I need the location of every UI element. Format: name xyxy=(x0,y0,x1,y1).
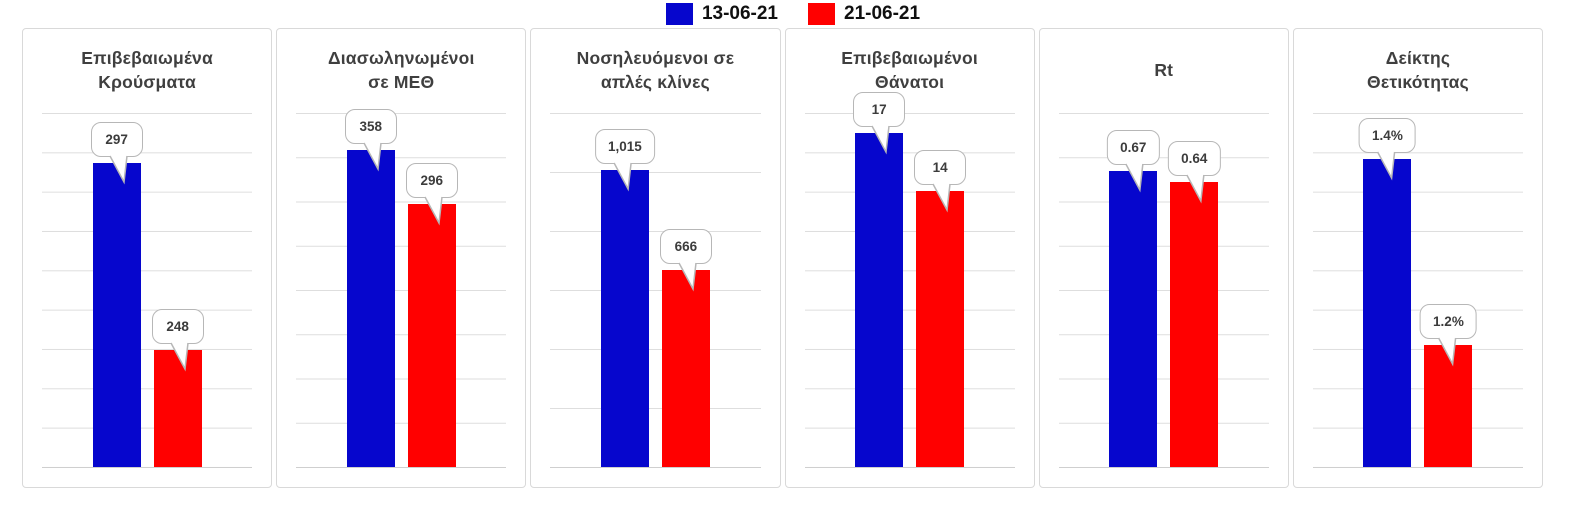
legend-label: 13-06-21 xyxy=(701,3,778,24)
data-label-callout: 358 xyxy=(344,109,397,172)
series-21-06-21: 248 xyxy=(151,113,204,467)
data-label: 248 xyxy=(151,308,204,344)
chart-panel-icu-intubated: Διασωληνωμένοι σε ΜΕΘ 358 296 xyxy=(276,28,527,488)
bar-group: 358 296 xyxy=(296,109,506,467)
bar-21-06-21 xyxy=(1424,344,1473,467)
data-label: 17 xyxy=(853,92,906,128)
chart-title: Rt xyxy=(1154,60,1174,81)
callout-tail-icon xyxy=(1438,336,1457,367)
callout-tail-icon xyxy=(108,154,128,185)
plot-area: 1,015 666 xyxy=(550,113,761,468)
dashboard: 13-06-21 21-06-21 Επιβεβαιωμένα Κρούσματ… xyxy=(0,0,1586,488)
bar-21-06-21 xyxy=(1170,182,1219,467)
plot-area: 358 296 xyxy=(296,109,507,468)
bar-group: 1,015 666 xyxy=(550,113,760,467)
series-21-06-21: 14 xyxy=(914,113,967,467)
bar-21-06-21 xyxy=(661,270,710,467)
data-label: 1.2% xyxy=(1420,303,1477,339)
legend-item-13-06-21: 13-06-21 xyxy=(665,3,778,25)
bar-group: 17 14 xyxy=(805,92,1015,467)
bar-13-06-21 xyxy=(600,170,649,467)
series-21-06-21: 0.64 xyxy=(1168,113,1221,467)
data-label-callout: 14 xyxy=(914,149,967,213)
data-label-callout: 17 xyxy=(853,92,906,155)
data-label-callout: 0.67 xyxy=(1107,130,1160,193)
chart-panel-confirmed-deaths: Επιβεβαιωμένοι Θάνατοι 17 14 xyxy=(784,28,1035,488)
data-label-callout: 1.2% xyxy=(1420,303,1477,367)
data-label-callout: 296 xyxy=(405,162,458,226)
chart-panel-hospitalized-simple-beds: Νοσηλευόμενοι σε απλές κλίνες 1,015 666 xyxy=(530,28,781,488)
data-label: 0.64 xyxy=(1168,141,1221,177)
legend-swatch-red xyxy=(808,3,835,25)
bar-13-06-21 xyxy=(855,133,904,467)
data-label-callout: 248 xyxy=(151,308,204,372)
data-label: 1,015 xyxy=(595,129,655,164)
bar-21-06-21 xyxy=(407,203,456,467)
callout-tail-icon xyxy=(678,262,697,292)
bar-13-06-21 xyxy=(92,162,141,467)
series-13-06-21: 1.4% xyxy=(1359,113,1416,467)
chart-panel-rt: Rt 0.67 0.64 xyxy=(1038,28,1289,488)
series-13-06-21: 1,015 xyxy=(595,113,655,467)
data-label: 0.67 xyxy=(1107,130,1160,166)
callout-tail-icon xyxy=(169,341,189,372)
data-label: 297 xyxy=(90,121,143,157)
callout-tail-icon xyxy=(1186,174,1205,204)
data-label-callout: 1,015 xyxy=(595,129,655,192)
series-13-06-21: 358 xyxy=(344,109,397,467)
series-13-06-21: 17 xyxy=(853,92,906,467)
series-21-06-21: 666 xyxy=(659,113,712,467)
bar-13-06-21 xyxy=(346,150,395,467)
bar-group: 297 248 xyxy=(42,113,252,467)
bar-21-06-21 xyxy=(153,349,202,467)
callout-tail-icon xyxy=(871,125,890,155)
callout-tail-icon xyxy=(424,195,443,226)
data-label-callout: 0.64 xyxy=(1168,141,1221,204)
callout-tail-icon xyxy=(1377,151,1396,181)
data-label: 14 xyxy=(914,149,967,185)
chart-title: Επιβεβαιωμένα Κρούσματα xyxy=(81,48,213,92)
bar-group: 1.4% 1.2% xyxy=(1313,113,1523,467)
legend-item-21-06-21: 21-06-21 xyxy=(808,3,920,25)
chart-panel-positivity-rate: Δείκτης Θετικότητας 1.4% 1.2% xyxy=(1292,28,1544,488)
callout-tail-icon xyxy=(932,182,951,213)
bar-13-06-21 xyxy=(1109,171,1158,467)
series-13-06-21: 0.67 xyxy=(1107,113,1160,467)
series-21-06-21: 1.2% xyxy=(1420,113,1477,467)
plot-area: 297 248 xyxy=(42,113,253,468)
data-label: 358 xyxy=(344,109,397,145)
data-label-callout: 1.4% xyxy=(1359,118,1416,181)
bar-13-06-21 xyxy=(1363,159,1412,467)
data-label: 666 xyxy=(659,229,712,265)
data-label: 296 xyxy=(405,162,458,198)
data-label-callout: 297 xyxy=(90,121,143,185)
data-label-callout: 666 xyxy=(659,229,712,292)
chart-title: Διασωληνωμένοι σε ΜΕΘ xyxy=(327,48,475,92)
bar-group: 0.67 0.64 xyxy=(1059,113,1269,467)
callout-tail-icon xyxy=(363,142,382,172)
series-13-06-21: 297 xyxy=(90,113,143,467)
bar-21-06-21 xyxy=(916,190,965,467)
plot-area: 1.4% 1.2% xyxy=(1312,113,1524,468)
callout-tail-icon xyxy=(613,162,632,192)
plot-area: 17 14 xyxy=(804,92,1015,468)
legend-label: 21-06-21 xyxy=(844,3,921,24)
legend-swatch-blue xyxy=(665,3,693,25)
chart-panel-confirmed-cases: Επιβεβαιωμένα Κρούσματα 297 248 xyxy=(22,28,273,488)
chart-title: Επιβεβαιωμένοι Θάνατοι xyxy=(841,48,978,92)
data-label: 1.4% xyxy=(1359,118,1416,154)
legend: 13-06-21 21-06-21 xyxy=(0,0,1586,27)
chart-panels-row: Επιβεβαιωμένα Κρούσματα 297 248 xyxy=(22,28,1544,488)
series-21-06-21: 296 xyxy=(405,113,458,467)
chart-title: Νοσηλευόμενοι σε απλές κλίνες xyxy=(576,48,735,92)
plot-area: 0.67 0.64 xyxy=(1058,113,1269,468)
chart-title: Δείκτης Θετικότητας xyxy=(1367,48,1469,92)
callout-tail-icon xyxy=(1125,163,1144,193)
